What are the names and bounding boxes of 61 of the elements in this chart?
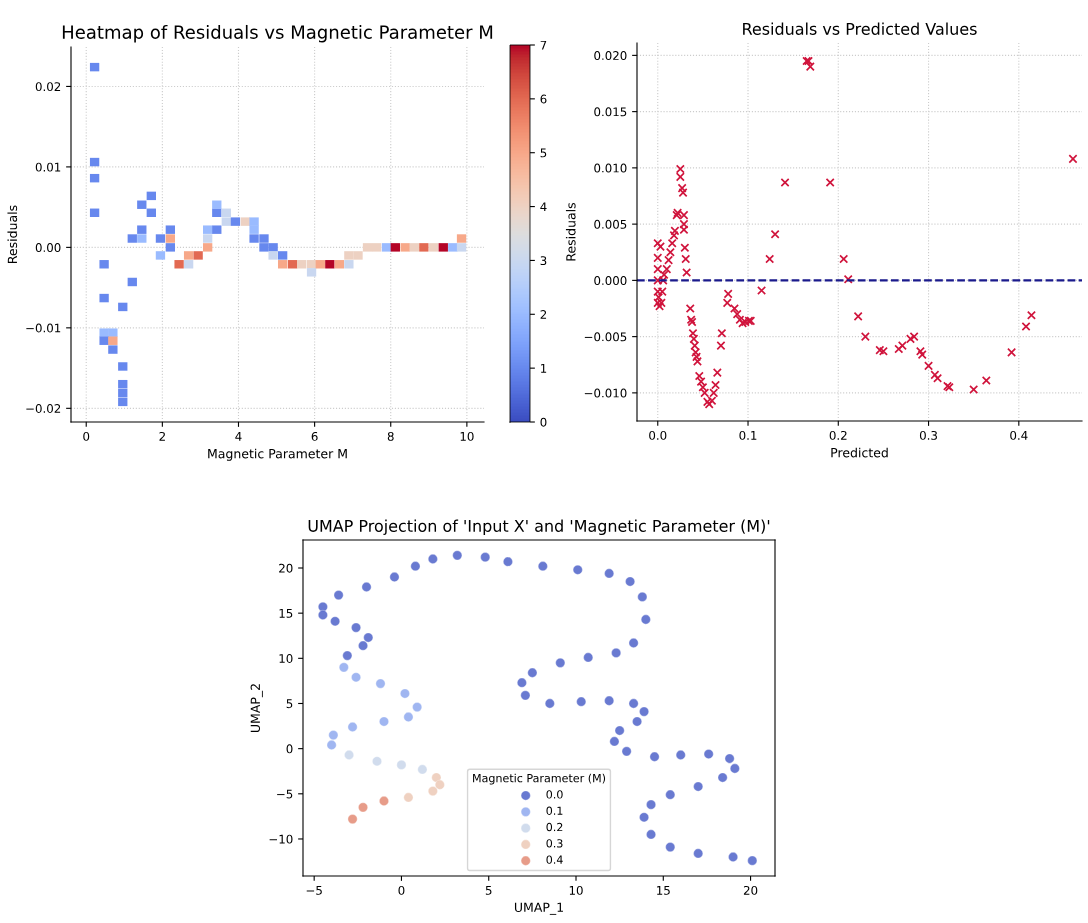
y-tick-label: 15 — [279, 609, 293, 618]
x-tick-label: 6 — [311, 431, 318, 441]
y-tick-label: −5 — [277, 789, 293, 799]
x-tick-label: 0 — [83, 431, 90, 441]
x-tick-label: 0.1 — [739, 430, 757, 440]
legend-label: 0.3 — [546, 839, 563, 848]
x-tick-label: 8 — [387, 431, 394, 441]
chart-title: UMAP Projection of 'Input X' and 'Magnetic Parameter (M)' — [308, 519, 770, 535]
x-axis-title: Predicted — [831, 447, 888, 458]
x-tick-label: −5 — [306, 886, 322, 895]
y-tick-label: −0.005 — [584, 332, 627, 342]
y-tick-label: 0.015 — [594, 107, 627, 117]
color-bar-label: 7 — [540, 40, 547, 50]
y-tick-label: 0.005 — [594, 219, 627, 229]
y-tick-label: 10 — [279, 654, 293, 663]
x-tick-label: 4 — [235, 432, 242, 441]
x-axis-title: UMAP_1 — [514, 902, 563, 915]
legend-label: 0.2 — [546, 822, 563, 832]
legend-label: 0.0 — [546, 790, 563, 799]
x-tick-label: 5 — [485, 886, 492, 895]
color-bar-label: 4 — [540, 202, 547, 212]
point — [621, 746, 632, 757]
point — [520, 690, 531, 701]
color-bar-label: 2 — [540, 310, 547, 319]
color-bar-label: 6 — [540, 94, 547, 104]
x-tick-label: 10 — [460, 431, 474, 441]
x-tick-label: 0 — [398, 885, 405, 895]
x-tick-label: 20 — [743, 885, 758, 895]
x-tick-label: 0.3 — [919, 430, 937, 440]
y-tick-label: 0.000 — [594, 276, 627, 286]
legend-label: 0.1 — [546, 806, 563, 815]
y-tick-label: −0.01 — [26, 323, 61, 333]
y-tick-label: −0.010 — [584, 388, 627, 398]
y-tick-label: 0.010 — [594, 163, 627, 173]
color-bar-label: 1 — [541, 364, 547, 373]
legend-label: 0.4 — [546, 855, 563, 864]
x-tick-label: 10 — [569, 885, 583, 895]
chart-title: Residuals vs Predicted Values — [743, 22, 977, 35]
y-axis-title: Residuals — [7, 205, 18, 263]
y-axis-title: Residuals — [565, 202, 576, 261]
x-tick-label: 0.4 — [1010, 430, 1028, 440]
color-bar-label: 0 — [540, 417, 547, 427]
x-tick-label: 2 — [159, 431, 165, 441]
color-bar-label: 3 — [540, 256, 547, 266]
y-axis-title: UMAP_2 — [250, 684, 263, 733]
y-tick-label: 0.020 — [594, 51, 627, 61]
x-tick-label: 0.0 — [649, 430, 667, 440]
y-tick-label: −10 — [269, 834, 293, 844]
y-tick-label: 0.02 — [35, 82, 61, 92]
x-tick-label: 15 — [657, 886, 670, 895]
y-tick-label: 0.00 — [35, 243, 61, 253]
y-tick-label: 0.01 — [35, 162, 61, 172]
y-tick-label: 0 — [286, 744, 293, 754]
legend-title: Magnetic Parameter (M) — [473, 773, 606, 785]
color-bar-label: 5 — [540, 148, 547, 158]
y-tick-label: 5 — [286, 699, 293, 709]
x-tick-label: 0.2 — [829, 430, 847, 440]
y-tick-label: −0.02 — [26, 404, 61, 413]
x-axis-title: Magnetic Parameter M — [208, 448, 347, 461]
y-tick-label: 20 — [279, 563, 293, 573]
chart-title: Heatmap of Residuals vs Magnetic Parameter M — [62, 24, 493, 43]
